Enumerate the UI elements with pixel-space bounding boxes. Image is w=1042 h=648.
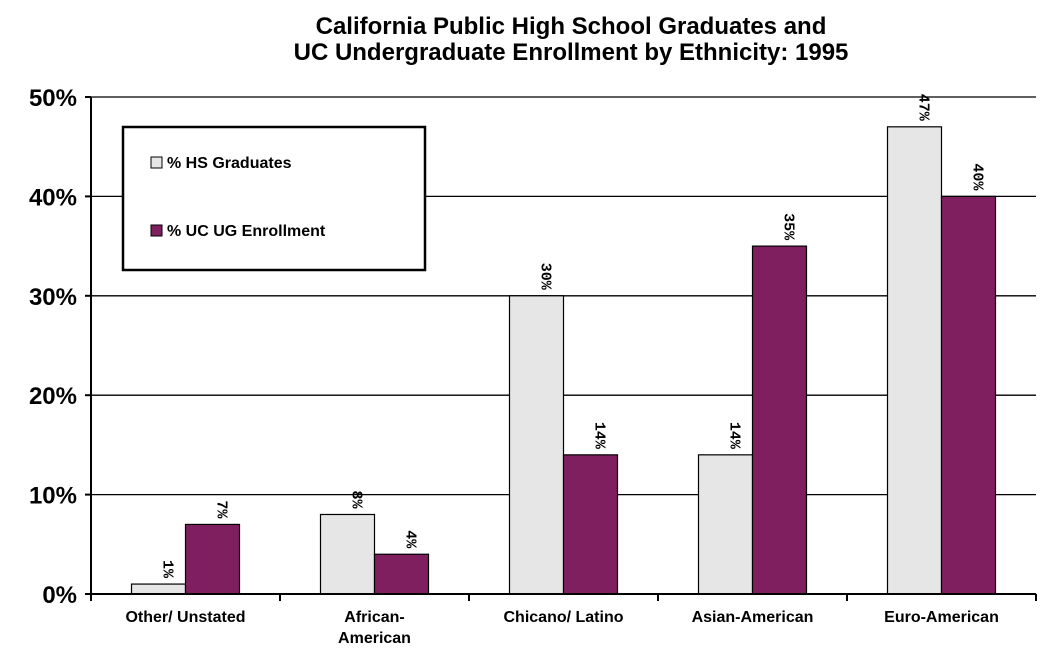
x-tick-label: African- xyxy=(344,609,404,626)
uc-enrollment-bar xyxy=(751,245,808,595)
legend-label: % UC UG Enrollment xyxy=(167,223,326,240)
uc-enrollment-bar xyxy=(562,454,619,595)
data-labels: 1% 7% 8% 4% 30% 14% 14% 35% 47% 40% xyxy=(159,94,986,579)
x-tick-label: Asian-American xyxy=(692,609,814,626)
chart-title-line-2: UC Undergraduate Enrollment by Ethnicity… xyxy=(294,39,849,66)
y-tick-label: 10% xyxy=(29,483,77,510)
uc-enrollment-bar xyxy=(373,553,430,595)
hs-graduates-bar xyxy=(130,583,187,595)
data-label: 47% xyxy=(915,94,932,122)
y-tick-label: 20% xyxy=(29,383,77,410)
data-label: 7% xyxy=(213,500,230,519)
chart-title: California Public High School Graduates … xyxy=(294,13,849,66)
y-tick-label: 30% xyxy=(29,284,77,311)
legend-swatch xyxy=(150,156,163,169)
data-label: 14% xyxy=(726,422,743,450)
hs-graduates-bar xyxy=(319,513,376,595)
hs-graduates-bar xyxy=(886,126,943,595)
data-label: 30% xyxy=(537,263,554,291)
chart-title-line-1: California Public High School Graduates … xyxy=(316,13,827,40)
uc-enrollment-bar xyxy=(184,523,241,595)
legend-label: % HS Graduates xyxy=(167,155,292,172)
bars xyxy=(130,126,997,595)
hs-graduates-bar xyxy=(508,295,565,595)
data-label: 8% xyxy=(348,490,365,509)
legend-box xyxy=(121,125,427,272)
y-tick-label: 50% xyxy=(29,85,77,112)
uc-enrollment-bar xyxy=(940,195,997,595)
x-tick-label: Other/ Unstated xyxy=(125,609,245,626)
legend: % HS Graduates % UC UG Enrollment xyxy=(121,125,427,272)
axes: 0% 10% 20% 30% 40% 50% Other/ Unstated African-… xyxy=(29,85,1037,647)
x-tick-label: Euro-American xyxy=(884,609,999,626)
x-tick-label: Chicano/ Latino xyxy=(504,609,624,626)
y-tick-label: 40% xyxy=(29,184,77,211)
data-label: 40% xyxy=(969,163,986,191)
data-label: 1% xyxy=(159,560,176,579)
hs-graduates-bar xyxy=(697,454,754,595)
y-tick-label: 0% xyxy=(42,582,77,609)
data-label: 35% xyxy=(780,213,797,241)
x-tick-label: American xyxy=(338,630,411,647)
data-label: 4% xyxy=(402,530,419,549)
data-label: 14% xyxy=(591,422,608,450)
legend-swatch xyxy=(150,224,163,237)
